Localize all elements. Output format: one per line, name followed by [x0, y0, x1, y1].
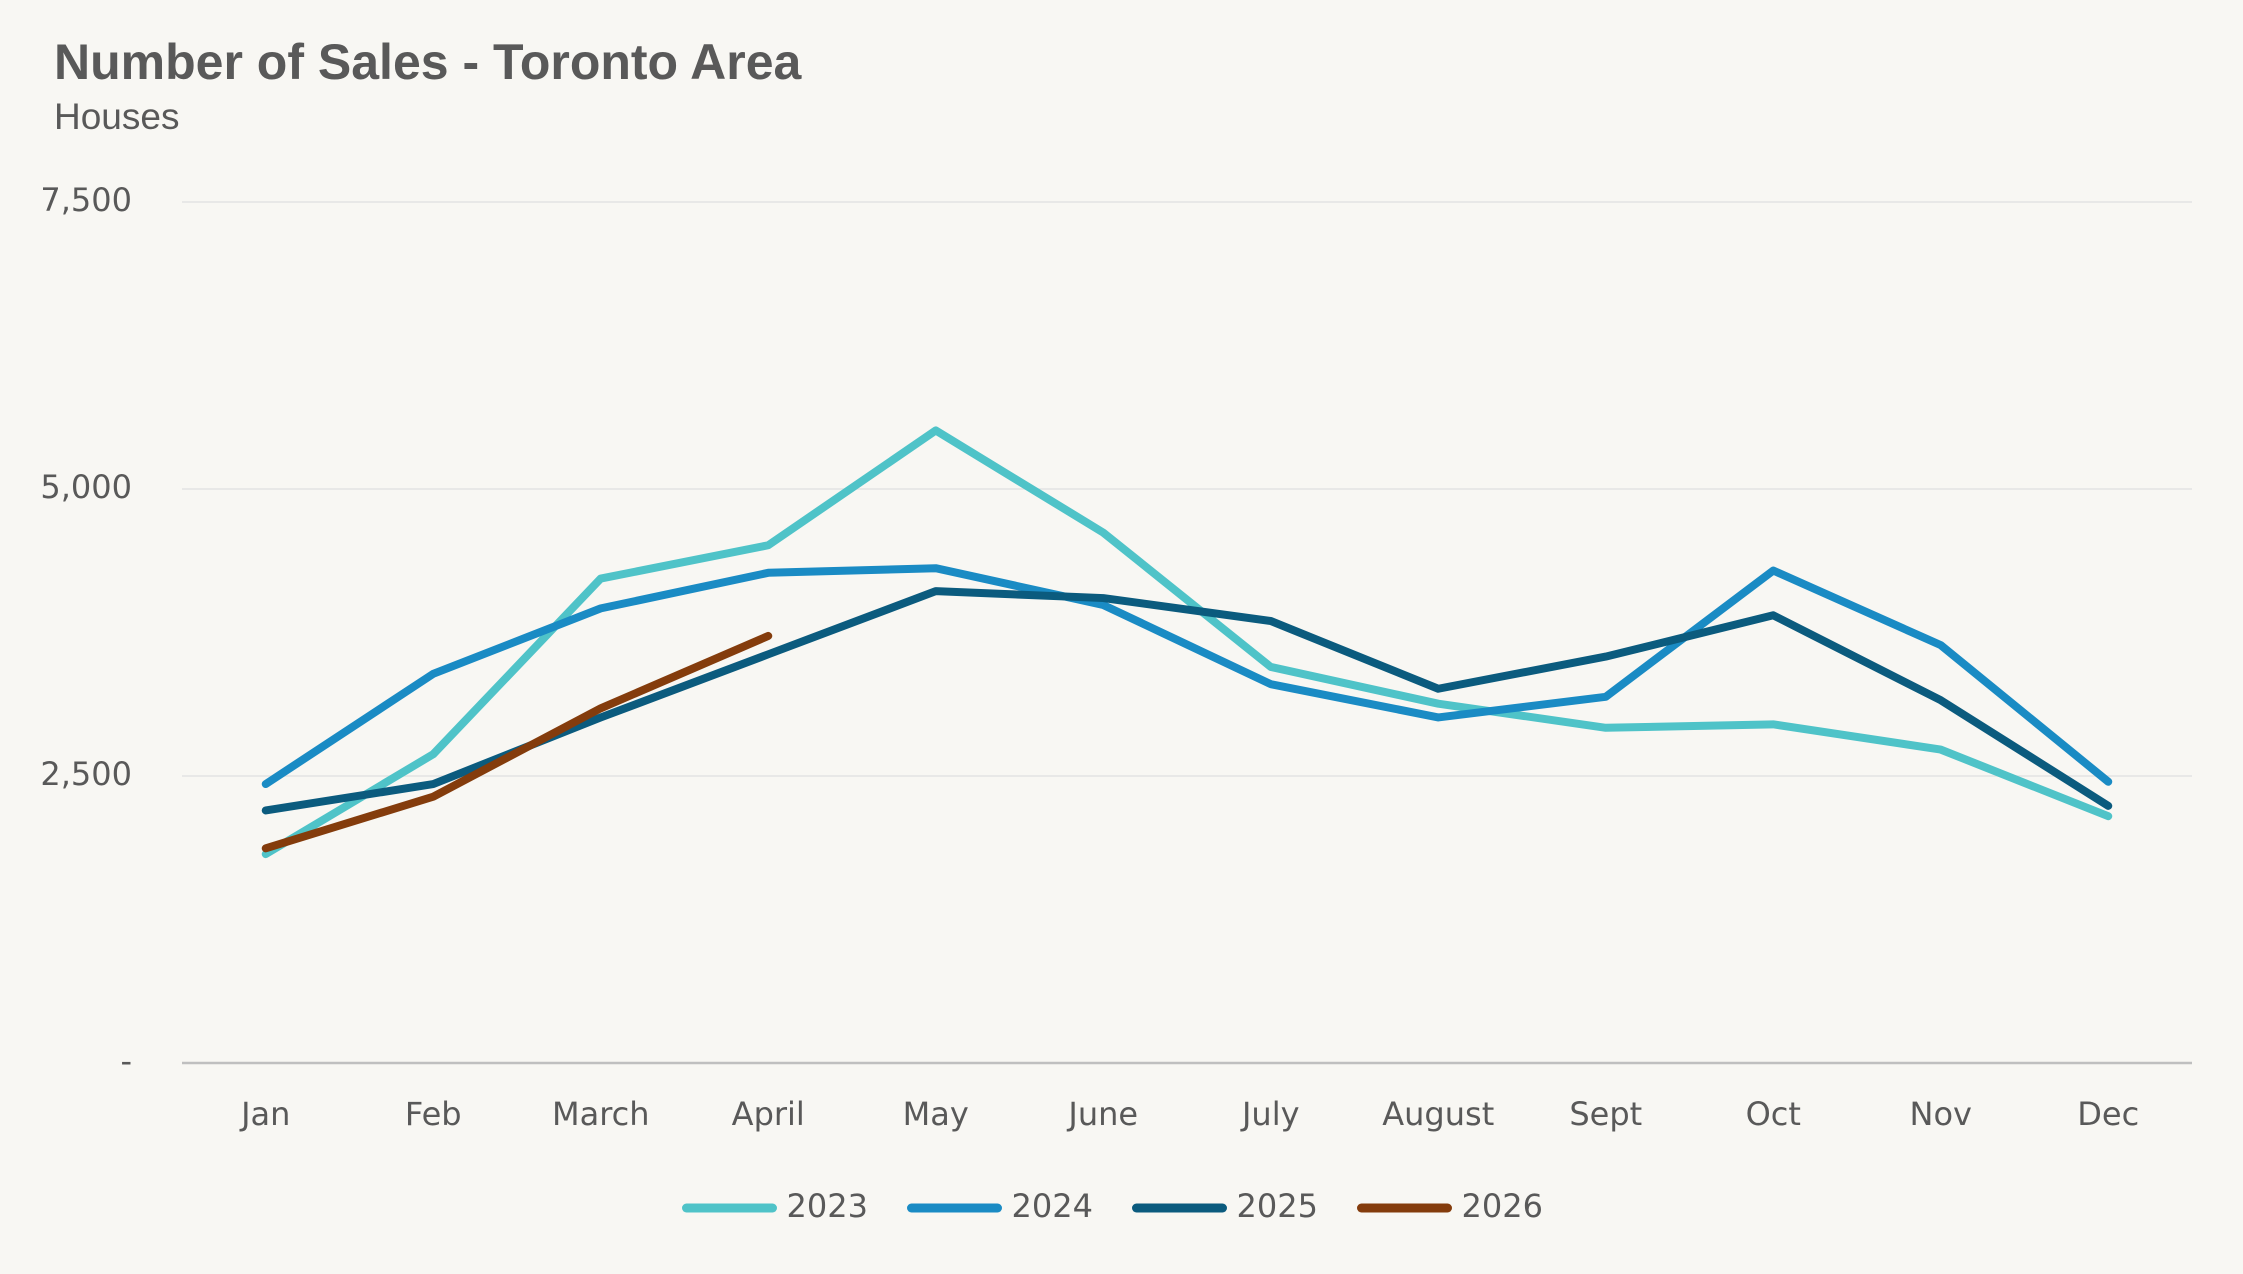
- line-series: [261, 631, 773, 853]
- x-tick-label: July: [1240, 1095, 1300, 1133]
- legend-label: 2025: [1237, 1187, 1318, 1225]
- chart-title: Number of Sales - Toronto Area: [54, 34, 803, 90]
- legend-label: 2026: [1462, 1187, 1543, 1225]
- legend-label: 2023: [787, 1187, 868, 1225]
- x-tick-label: Oct: [1746, 1095, 1801, 1133]
- x-tick-label: Nov: [1910, 1095, 1972, 1133]
- chart-subtitle: Houses: [54, 96, 179, 137]
- x-tick-label: Jan: [239, 1095, 290, 1133]
- x-tick-label: August: [1382, 1095, 1494, 1133]
- x-tick-label: May: [903, 1095, 969, 1133]
- line-series: [261, 564, 2113, 789]
- legend-label: 2024: [1012, 1187, 1093, 1225]
- x-tick-label: June: [1066, 1095, 1138, 1133]
- y-tick-label: 5,000: [40, 468, 132, 506]
- y-tick-label: 7,500: [40, 181, 132, 219]
- y-tick-label: -: [120, 1042, 132, 1080]
- x-tick-label: March: [552, 1095, 650, 1133]
- line-series: [261, 587, 2113, 815]
- x-tick-label: Dec: [2077, 1095, 2139, 1133]
- y-tick-label: 2,500: [40, 755, 132, 793]
- x-tick-label: April: [732, 1095, 805, 1133]
- line-series: [261, 426, 2113, 859]
- x-tick-label: Sept: [1569, 1095, 1642, 1133]
- x-tick-label: Feb: [405, 1095, 462, 1133]
